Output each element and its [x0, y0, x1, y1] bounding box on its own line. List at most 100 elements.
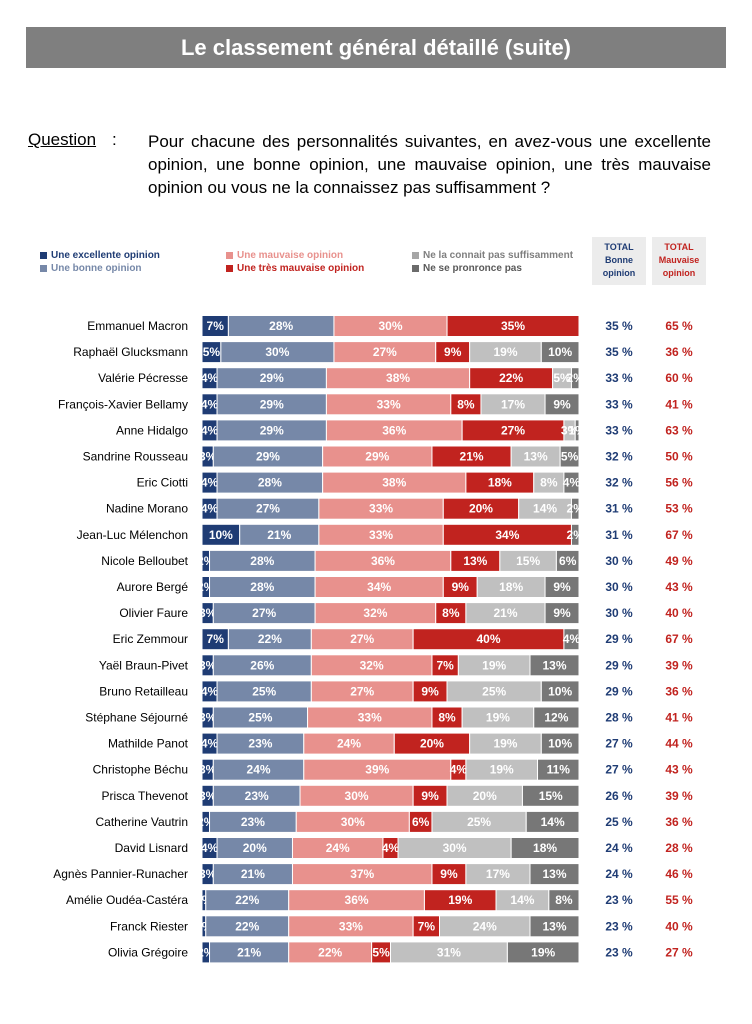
row-label: François-Xavier Bellamy — [58, 397, 188, 411]
data-label-tres-mauvaise: 7% — [436, 658, 454, 672]
legend-ne-se-prononce-pas: Ne se pronronce pas — [412, 263, 522, 274]
data-label-ne-se-prononce-pas: 10% — [548, 345, 572, 359]
data-label-ne-connait-pas: 19% — [493, 737, 517, 751]
bar-segment-ne-se-prononce-pas — [529, 863, 580, 886]
data-label-ne-connait-pas: 15% — [516, 554, 540, 568]
data-label-mauvaise: 22% — [318, 945, 342, 959]
data-label-ne-se-prononce-pas: 14% — [541, 815, 565, 829]
data-label-ne-se-prononce-pas: 10% — [548, 737, 572, 751]
total-bad-value: 67 % — [665, 528, 693, 542]
data-label-mauvaise: 36% — [382, 423, 406, 437]
total-bad-value: 46 % — [665, 867, 693, 881]
chart-row: Valérie Pécresse 4% 29% 38% 22% 5%2% 33 % 60 % — [98, 367, 693, 390]
row-label: Agnès Pannier-Runacher — [53, 867, 188, 881]
chart-row: Raphaël Glucksmann 5% 30% 27% 9% 19% 10% 35 % 36… — [73, 341, 693, 364]
data-label-tres-mauvaise: 9% — [421, 684, 439, 698]
data-label-ne-se-prononce-pas: 9% — [553, 606, 571, 620]
data-label-ne-se-prononce-pas: 4% — [563, 476, 581, 490]
data-label-bonne: 25% — [252, 684, 276, 698]
data-label-mauvaise: 30% — [341, 815, 365, 829]
data-label-ne-connait-pas: 31% — [437, 945, 461, 959]
total-good-value: 29 % — [605, 658, 633, 672]
data-label-ne-connait-pas: 18% — [499, 580, 523, 594]
total-bad-value: 39 % — [665, 658, 693, 672]
data-label-excellent: 7% — [207, 319, 225, 333]
data-label-ne-se-prononce-pas: 2% — [567, 371, 585, 385]
data-label-bonne: 25% — [248, 711, 272, 725]
total-bad-value: 60 % — [665, 371, 693, 385]
data-label-ne-se-prononce-pas: 2% — [567, 528, 585, 542]
row-label: David Lisnard — [115, 841, 188, 855]
data-label-tres-mauvaise: 9% — [452, 580, 470, 594]
total-bad-value: 36 % — [665, 815, 693, 829]
data-label-bonne: 20% — [243, 841, 267, 855]
total-good-value: 23 % — [605, 893, 633, 907]
data-label-ne-se-prononce-pas: 18% — [533, 841, 557, 855]
data-label-ne-connait-pas: 19% — [493, 345, 517, 359]
data-label-tres-mauvaise: 9% — [421, 789, 439, 803]
data-label-excellent: 3% — [199, 606, 217, 620]
total-good-value: 28 % — [605, 711, 633, 725]
chart-row: Yaël Braun-Pivet 3% 26% 32% 7% 19% 13% 29 % 39 % — [99, 654, 693, 677]
legend-ne-connait-pas: Ne la connait pas suffisamment — [412, 250, 573, 261]
row-label: Raphaël Glucksmann — [73, 345, 188, 359]
bar-segment-ne-se-prononce-pas — [529, 654, 580, 677]
data-label-tres-mauvaise: 19% — [448, 893, 472, 907]
chart-row: Nicole Belloubet 2% 28% 36% 13% 15% 6% 30 % 49 % — [101, 549, 693, 572]
data-label-bonne: 22% — [258, 632, 282, 646]
total-good-header: TOTAL Bonne opinion — [592, 237, 646, 285]
data-label-ne-se-prononce-pas: 9% — [553, 580, 571, 594]
total-good-value: 32 % — [605, 476, 633, 490]
total-good-header-line-2: Bonne — [605, 255, 633, 265]
data-label-mauvaise: 33% — [339, 919, 363, 933]
total-bad-value: 63 % — [665, 423, 693, 437]
total-bad-value: 56 % — [665, 476, 693, 490]
bar-segment-ne-se-prononce-pas — [537, 758, 580, 781]
chart-row: Eric Ciotti 4% 28% 38% 18% 8% 4% 32 % 56 % — [137, 471, 693, 494]
total-good-value: 25 % — [605, 815, 633, 829]
data-label-tres-mauvaise: 7% — [418, 919, 436, 933]
chart-row: Nadine Morano 4% 27% 33% 20% 14% 2% 31 % 53 % — [106, 497, 693, 520]
data-label-tres-mauvaise: 8% — [438, 711, 456, 725]
total-bad-value: 53 % — [665, 502, 693, 516]
total-bad-header-line-2: Mauvaise — [658, 255, 700, 265]
data-label-tres-mauvaise: 35% — [501, 319, 525, 333]
total-good-header-line-1: TOTAL — [604, 242, 634, 252]
data-label-bonne: 28% — [250, 580, 274, 594]
data-label-excellent: 7% — [207, 632, 225, 646]
bar-segment-ne-se-prononce-pas — [574, 419, 580, 442]
row-label: Nadine Morano — [106, 502, 188, 516]
legend-label-bonne: Une bonne opinion — [51, 263, 142, 274]
data-label-ne-connait-pas: 3% — [561, 423, 579, 437]
total-bad-value: 43 % — [665, 763, 693, 777]
chart-row: Mathilde Panot 4% 23% 24% 20% 19% 10% 27 % 44 % — [108, 732, 693, 755]
data-label-tres-mauvaise: 40% — [477, 632, 501, 646]
data-label-bonne: 23% — [248, 737, 272, 751]
data-label-excellent: 5% — [203, 345, 221, 359]
row-label: Prisca Thevenot — [102, 789, 189, 803]
data-label-excellent: 3% — [199, 658, 217, 672]
data-label-mauvaise: 33% — [369, 528, 393, 542]
data-label-ne-se-prononce-pas: 1% — [568, 423, 586, 437]
total-bad-value: 28 % — [665, 841, 693, 855]
total-bad-value: 40 % — [665, 919, 693, 933]
data-label-excellent: 4% — [201, 841, 219, 855]
data-label-excellent: 3% — [199, 867, 217, 881]
chart-row: Anne Hidalgo 4% 29% 36% 27% 3%1% 33 % 63 % — [116, 419, 693, 442]
data-label-mauvaise: 32% — [363, 606, 387, 620]
data-label-mauvaise: 27% — [350, 684, 374, 698]
bar-segment-ne-se-prononce-pas — [559, 445, 580, 468]
data-label-mauvaise: 24% — [337, 737, 361, 751]
data-label-ne-se-prononce-pas: 13% — [542, 658, 566, 672]
data-label-tres-mauvaise: 20% — [420, 737, 444, 751]
data-label-mauvaise: 33% — [377, 397, 401, 411]
data-label-ne-connait-pas: 5% — [553, 371, 571, 385]
total-bad-value: 65 % — [665, 319, 693, 333]
data-label-mauvaise: 33% — [369, 502, 393, 516]
bar-segment-ne-se-prononce-pas — [525, 810, 580, 833]
data-label-tres-mauvaise: 20% — [469, 502, 493, 516]
data-label-tres-mauvaise: 18% — [488, 476, 512, 490]
data-label-excellent: 4% — [201, 476, 219, 490]
row-label: Franck Riester — [110, 919, 188, 933]
data-label-ne-se-prononce-pas: 4% — [563, 632, 581, 646]
